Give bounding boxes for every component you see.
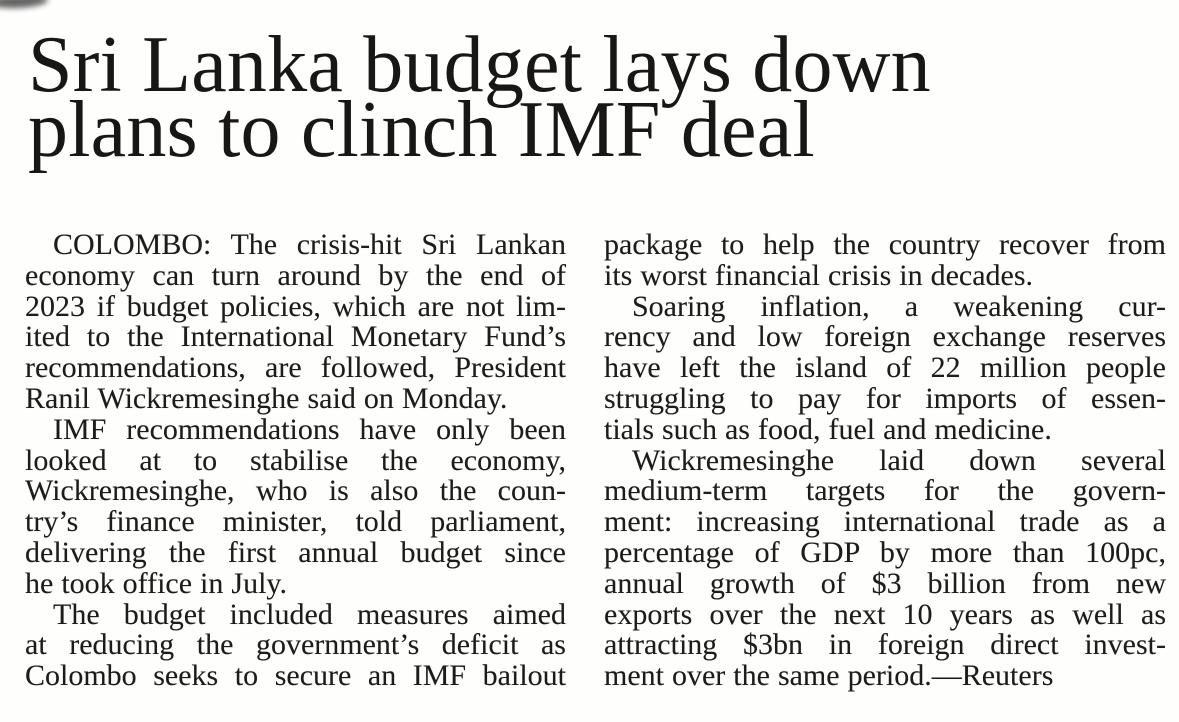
- text-line: looked at to stabilise the economy,: [25, 443, 566, 477]
- text-line: economy can turn around by the end of: [25, 258, 566, 292]
- text-line: its worst financial crisis in decades.: [604, 258, 1034, 292]
- text-line: medium-term targets for the govern-: [604, 474, 1166, 508]
- text-line: Soaring inflation, a weakening cur-: [632, 289, 1166, 323]
- text-line: have left the island of 22 million peopl…: [604, 351, 1166, 385]
- text-line: 2023 if budget policies, which are not l…: [25, 289, 566, 323]
- scan-smudge-artifact: [0, 0, 49, 10]
- text-line: Wickremesinghe laid down several: [632, 443, 1166, 477]
- text-line: he took office in July.: [25, 566, 287, 600]
- text-line: exports over the next 10 years as well a…: [604, 597, 1166, 631]
- text-line: recommendations, are followed, President: [25, 351, 566, 385]
- text-line: Wickremesinghe, who is also the coun-: [25, 474, 566, 508]
- text-line: ited to the International Monetary Fund’…: [25, 320, 566, 354]
- article-headline: Sri Lanka budget lays down plans to clin…: [28, 21, 931, 174]
- text-line: ment over the same period.—Reuters: [604, 659, 1054, 693]
- text-line: tials such as food, fuel and medicine.: [604, 412, 1052, 446]
- headline-line: Sri Lanka budget lays down: [28, 21, 931, 109]
- text-line: rency and low foreign exchange reserves: [604, 320, 1166, 354]
- article-column-right: package to help the country recover from…: [604, 228, 1166, 693]
- text-line: delivering the first annual budget since: [25, 535, 566, 569]
- text-line: percentage of GDP by more than 100pc,: [604, 535, 1166, 569]
- text-line: at reducing the government’s deficit as: [25, 628, 566, 662]
- article-column-left: COLOMBO: The crisis-hit Sri Lankan econo…: [25, 228, 566, 693]
- text-line: IMF recommendations have only been: [53, 412, 566, 446]
- text-line: COLOMBO: The crisis-hit Sri Lankan: [53, 228, 566, 261]
- text-line: try’s finance minister, told parliament,: [25, 505, 566, 539]
- text-line: package to help the country recover from: [604, 228, 1166, 261]
- headline-line: plans to clinch IMF deal: [28, 86, 815, 174]
- text-line: ment: increasing international trade as …: [604, 505, 1166, 539]
- text-line: struggling to pay for imports of essen-: [604, 381, 1166, 415]
- text-line: The budget included measures aimed: [53, 597, 566, 631]
- text-line: Colombo seeks to secure an IMF bailout: [25, 659, 566, 693]
- text-line: Ranil Wickremesinghe said on Monday.: [25, 381, 508, 415]
- text-line: attracting $3bn in foreign direct invest…: [604, 628, 1166, 662]
- text-line: annual growth of $3 billion from new: [604, 566, 1166, 600]
